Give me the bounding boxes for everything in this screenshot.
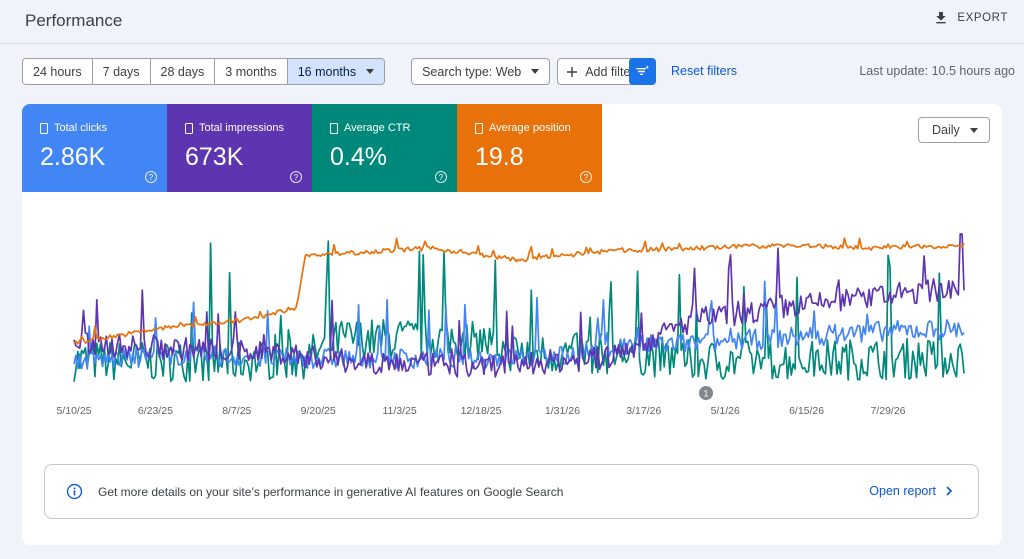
x-tick-label: 1/31/26 <box>545 405 580 417</box>
metric-value: 0.4% <box>330 143 387 171</box>
series-line-average-position <box>73 237 965 345</box>
x-tick-label: 3/17/26 <box>626 405 661 417</box>
open-report-link[interactable]: Open report <box>869 484 953 498</box>
search-type-label: Search type: Web <box>422 64 522 79</box>
download-icon <box>936 12 946 24</box>
checkbox-icon <box>475 122 483 134</box>
metric-label: Average position <box>489 122 571 134</box>
help-icon[interactable]: ? <box>435 171 447 183</box>
range-16-months[interactable]: 16 months <box>287 59 385 84</box>
banner-text: Get more details on your site’s performa… <box>98 485 564 499</box>
ai-features-banner: Get more details on your site’s performa… <box>44 464 979 519</box>
metric-total-clicks[interactable]: Total clicks 2.86K ? <box>22 104 167 192</box>
range-16-months-label: 16 months <box>297 64 357 79</box>
range-24-hours[interactable]: 24 hours <box>23 59 93 84</box>
metric-value: 2.86K <box>40 143 106 171</box>
chevron-down-icon <box>531 69 540 74</box>
annotation-marker[interactable]: 1 <box>699 386 713 400</box>
export-label: EXPORT <box>957 12 1008 24</box>
x-tick-label: 12/18/25 <box>461 405 502 417</box>
range-7-days[interactable]: 7 days <box>92 59 151 84</box>
page-title: Performance <box>25 11 123 30</box>
date-range-selector: 24 hours 7 days 28 days 3 months 16 mont… <box>22 58 386 85</box>
checkbox-icon <box>185 122 193 134</box>
metric-value: 19.8 <box>475 143 524 171</box>
reset-filters-link[interactable]: Reset filters <box>671 64 737 78</box>
add-filter-label: Add filter <box>585 64 635 79</box>
info-icon <box>66 483 83 500</box>
x-tick-label: 5/1/26 <box>711 405 740 417</box>
filter-sparkle-icon <box>636 65 650 76</box>
filter-bar: 24 hours 7 days 28 days 3 months 16 mont… <box>22 58 646 85</box>
search-type-dropdown[interactable]: Search type: Web <box>411 58 551 85</box>
performance-card: Total clicks 2.86K ? Total impressions 6… <box>22 104 1002 545</box>
metric-label: Average CTR <box>344 122 411 134</box>
x-tick-label: 11/3/25 <box>382 405 416 417</box>
range-28-days[interactable]: 28 days <box>150 59 216 84</box>
series-line-average-ctr <box>73 240 965 383</box>
x-tick-label: 9/20/25 <box>301 405 336 417</box>
granularity-dropdown[interactable]: Daily <box>918 117 990 143</box>
metric-value: 673K <box>185 143 244 171</box>
series-line-total-impressions <box>73 233 965 378</box>
plus-icon <box>567 66 578 77</box>
top-bar: Performance EXPORT <box>0 0 1024 44</box>
chevron-down-icon <box>366 69 375 74</box>
checkbox-icon <box>330 122 338 134</box>
help-icon[interactable]: ? <box>580 171 592 183</box>
metric-average-ctr[interactable]: Average CTR 0.4% ? <box>312 104 457 192</box>
last-update-text: Last update: 10.5 hours ago <box>859 64 1015 78</box>
performance-chart: 5/10/25 6/23/25 8/7/25 9/20/25 11/3/25 12/18/… <box>56 233 965 417</box>
x-tick-label: 8/7/25 <box>222 405 251 417</box>
chevron-right-icon <box>946 486 953 496</box>
help-icon[interactable]: ? <box>145 171 157 183</box>
annotation-label: 1 <box>703 389 708 399</box>
metric-label: Total impressions <box>199 122 284 134</box>
checkbox-icon <box>40 122 48 134</box>
metric-average-position[interactable]: Average position 19.8 ? <box>457 104 602 192</box>
metric-total-impressions[interactable]: Total impressions 673K ? <box>167 104 312 192</box>
x-tick-label: 6/15/26 <box>789 405 824 417</box>
open-report-label: Open report <box>869 484 936 498</box>
export-button[interactable]: EXPORT <box>933 10 1008 26</box>
granularity-label: Daily <box>932 123 960 137</box>
x-tick-label: 6/23/25 <box>138 405 173 417</box>
x-tick-label: 7/29/26 <box>870 405 905 417</box>
chevron-down-icon <box>970 128 978 133</box>
range-3-months[interactable]: 3 months <box>215 59 288 84</box>
metric-label: Total clicks <box>54 122 108 134</box>
filter-settings-button[interactable] <box>629 58 656 85</box>
x-tick-label: 5/10/25 <box>56 405 91 417</box>
help-icon[interactable]: ? <box>290 171 302 183</box>
